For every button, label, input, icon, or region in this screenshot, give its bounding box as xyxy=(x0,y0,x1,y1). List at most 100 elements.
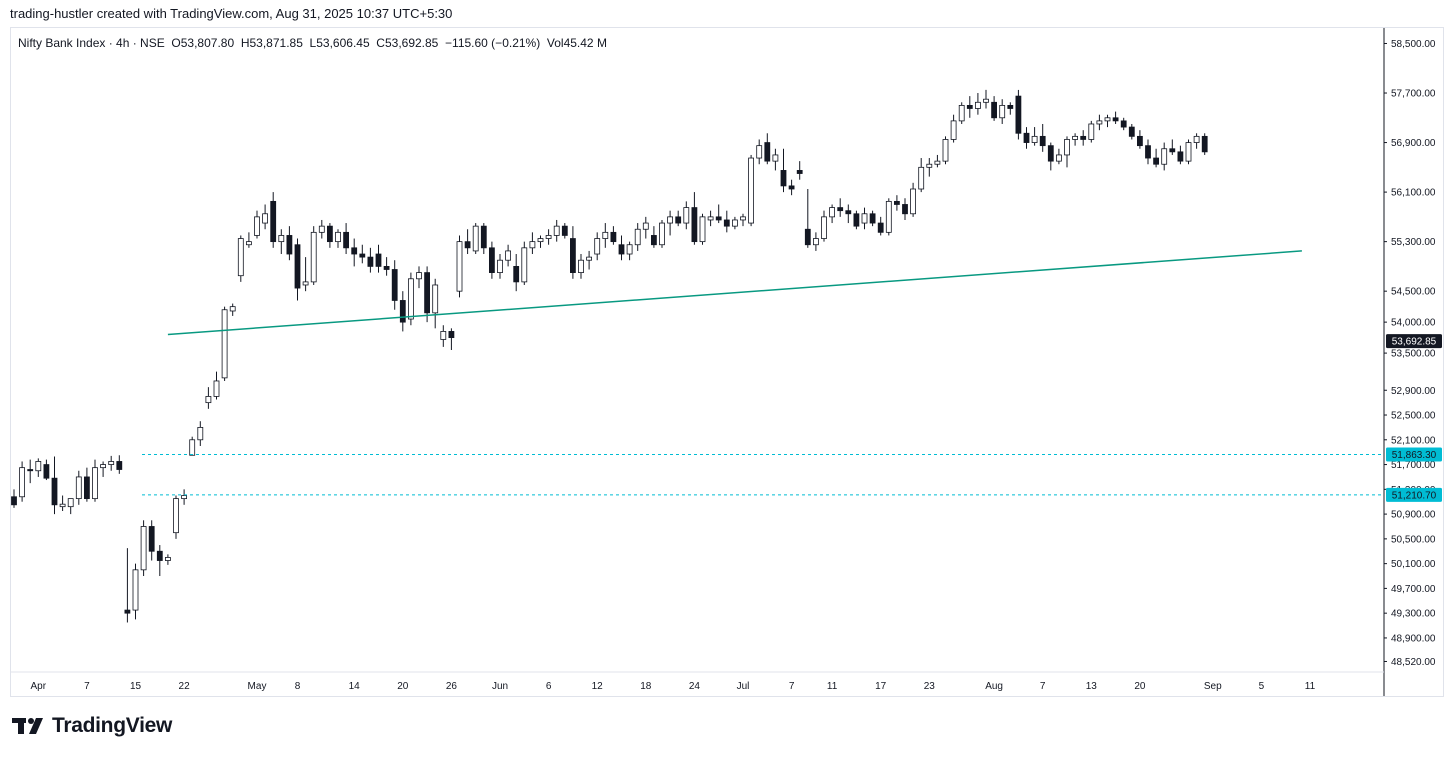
candle xyxy=(958,102,965,124)
candle-body xyxy=(732,219,738,227)
support-trendline[interactable] xyxy=(167,250,1302,336)
candle xyxy=(1177,145,1184,165)
candle-body xyxy=(456,241,463,292)
candle-body xyxy=(1137,135,1143,147)
candle-body xyxy=(570,238,576,273)
candle xyxy=(675,210,682,227)
candle xyxy=(804,189,811,248)
candle-body xyxy=(926,163,933,168)
candle-body xyxy=(197,427,204,441)
candle-body xyxy=(343,231,350,249)
price-tick-label: 49,300.00 xyxy=(1391,609,1436,620)
candle-body xyxy=(1064,139,1070,156)
candle xyxy=(1169,139,1176,155)
candle-body xyxy=(513,266,520,283)
candle-body xyxy=(983,98,989,103)
candle-body xyxy=(124,609,131,614)
candle-body xyxy=(885,200,892,233)
candle-body xyxy=(845,210,852,215)
candle xyxy=(610,226,617,245)
candle xyxy=(772,148,779,171)
candle-body xyxy=(610,231,617,243)
tradingview-logo[interactable]: TradingView xyxy=(12,714,172,738)
time-tick-label: 8 xyxy=(295,681,301,692)
candle-body xyxy=(651,235,657,246)
legend-symbol: Nifty Bank Index · 4h · NSE xyxy=(18,36,165,50)
candle xyxy=(561,223,568,239)
candle xyxy=(618,235,625,261)
candle xyxy=(505,244,512,267)
candle xyxy=(1137,130,1143,149)
candle xyxy=(934,154,941,168)
candle-body xyxy=(432,284,439,314)
time-tick-label: May xyxy=(248,681,267,692)
candle xyxy=(683,201,690,230)
candle-body xyxy=(764,142,771,162)
candle xyxy=(926,158,933,177)
price-tick-label: 50,500.00 xyxy=(1391,534,1436,545)
candle-body xyxy=(213,380,220,397)
candle-body xyxy=(156,550,163,561)
candle xyxy=(11,489,17,508)
time-tick-label: 13 xyxy=(1086,681,1098,692)
time-tick-label: 5 xyxy=(1259,681,1265,692)
candle-body xyxy=(35,461,42,472)
candle xyxy=(983,89,989,109)
tradingview-logo-icon xyxy=(12,718,43,734)
candle xyxy=(991,96,997,121)
legend-change: −115.60 (−0.21%) xyxy=(445,36,541,50)
candle xyxy=(578,254,584,279)
price-tick-label: 52,100.00 xyxy=(1391,435,1436,446)
candle xyxy=(67,498,74,515)
candle-body xyxy=(245,241,252,246)
candle-body xyxy=(659,222,665,246)
time-tick-label: Sep xyxy=(1204,681,1222,692)
time-tick-label: 11 xyxy=(827,681,838,692)
candle xyxy=(950,114,957,143)
candle xyxy=(480,223,487,255)
candle xyxy=(1007,102,1014,115)
candle-body xyxy=(675,216,682,224)
candle xyxy=(75,470,82,505)
candle-body xyxy=(270,200,277,243)
candle xyxy=(813,232,819,251)
candle xyxy=(910,182,916,217)
candle xyxy=(918,158,925,193)
candle-body xyxy=(756,145,763,159)
candle xyxy=(651,226,657,248)
candle-body xyxy=(683,207,690,224)
candle-body xyxy=(699,216,706,243)
candle xyxy=(254,210,260,239)
candle xyxy=(966,96,973,118)
candle xyxy=(367,247,374,273)
time-tick-label: 11 xyxy=(1305,681,1316,692)
candle xyxy=(35,458,42,477)
candle xyxy=(221,306,228,381)
level-price-tag-2: 51,210.70 xyxy=(1386,487,1442,502)
legend-high-value: 53,871.85 xyxy=(249,36,303,50)
chart-frame[interactable] xyxy=(10,27,1444,697)
candle-body xyxy=(545,235,552,239)
candle xyxy=(699,213,706,245)
candle-body xyxy=(991,101,997,119)
candle xyxy=(84,467,90,502)
time-axis: Apr 7 15 22 May 8 14 20 26 Jun 6 12 18 24 Jul 7 11 17 23 Au… xyxy=(31,681,1316,692)
price-tick-label: 51,700.00 xyxy=(1391,460,1436,471)
candle-body xyxy=(229,306,236,312)
candle-body xyxy=(375,253,382,267)
candle-body xyxy=(359,253,366,258)
last-price-tag-box xyxy=(1386,334,1442,349)
candle xyxy=(796,161,803,180)
candle xyxy=(464,229,471,255)
candle xyxy=(440,325,447,347)
candle xyxy=(602,223,609,248)
candle xyxy=(570,226,576,279)
candle-body xyxy=(618,244,625,255)
candle xyxy=(513,254,520,292)
candle-body xyxy=(869,213,876,224)
candle xyxy=(278,229,285,255)
candle-body xyxy=(950,120,957,140)
level-price-tag-1: 51,863.30 xyxy=(1386,447,1442,462)
candle xyxy=(335,229,341,248)
